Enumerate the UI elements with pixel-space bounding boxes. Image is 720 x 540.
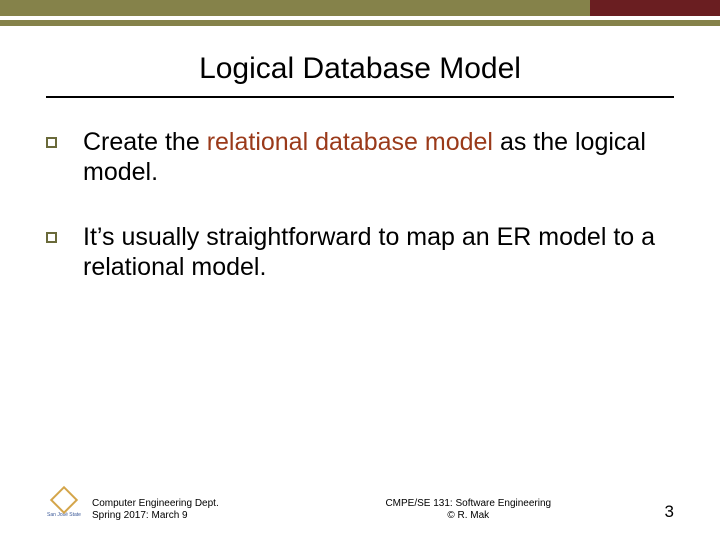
olive-segment [0,0,590,16]
footer-course: CMPE/SE 131: Software Engineering [272,498,665,510]
footer-left: Computer Engineering Dept. Spring 2017: … [92,498,272,522]
footer-dept: Computer Engineering Dept. [92,498,272,510]
bullet-text-highlight: relational database model [207,128,493,156]
footer-copyright: © R. Mak [272,510,665,522]
page-number: 3 [665,502,674,522]
bullet-square-icon [46,232,57,243]
bullet-item: It’s usually straightforward to map an E… [46,223,674,282]
slide: Logical Database Model Create the relati… [0,0,720,540]
footer-center: CMPE/SE 131: Software Engineering © R. M… [272,498,665,522]
bullet-text-pre: It’s usually straightforward to map an E… [83,223,655,281]
bullet-item: Create the relational database model as … [46,128,674,187]
bullet-square-icon [46,137,57,148]
bar-row-1 [0,0,720,16]
bar-row-2 [0,20,720,26]
bullet-text-pre: Create the [83,128,207,156]
logo-diamond-icon [50,486,78,514]
title-underline [46,96,674,98]
bullet-text: It’s usually straightforward to map an E… [83,223,674,282]
top-decorative-bar [0,0,720,26]
footer: San José State Computer Engineering Dept… [46,486,674,522]
bullet-text: Create the relational database model as … [83,128,674,187]
maroon-segment [590,0,720,16]
content-area: Create the relational database model as … [46,128,674,318]
slide-title: Logical Database Model [199,52,521,92]
footer-date: Spring 2017: March 9 [92,510,272,522]
title-container: Logical Database Model [0,52,720,92]
university-logo: San José State [46,486,82,522]
